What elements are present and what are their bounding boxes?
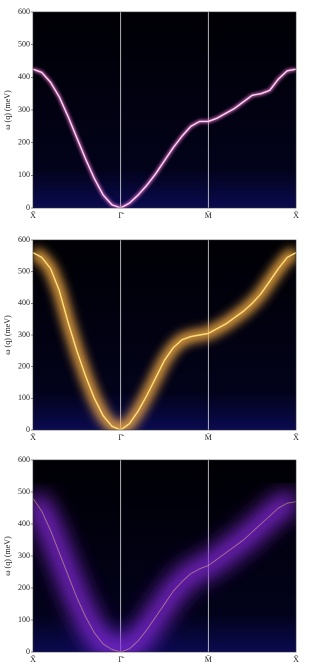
y-tick-label: 600 — [18, 235, 30, 244]
y-tick-label: 500 — [18, 487, 30, 496]
plot-frame — [32, 239, 297, 431]
y-tick-label: 400 — [18, 72, 30, 81]
y-tick-label: 300 — [18, 551, 30, 560]
y-tick-label: 300 — [18, 105, 30, 114]
y-tick-label: 0 — [26, 425, 30, 434]
x-tick-label: X̄ — [293, 655, 299, 664]
x-tick-label: X̄ — [30, 655, 36, 664]
y-tick-label: 100 — [18, 393, 30, 402]
spectral-line — [33, 498, 296, 652]
y-tick-label: 200 — [18, 583, 30, 592]
x-tick-label: M̄ — [205, 655, 212, 664]
plot-background — [33, 12, 296, 208]
spectral-line — [33, 68, 296, 208]
x-tick-label: X̄ — [293, 433, 299, 442]
x-tick-label: Γ̄ — [118, 433, 125, 442]
y-tick-label: 600 — [18, 7, 30, 16]
y-tick-label: 100 — [18, 170, 30, 179]
y-tick-label: 0 — [26, 203, 30, 212]
x-tick-label: M̄ — [205, 211, 212, 220]
x-tick-label: M̄ — [205, 433, 212, 442]
y-tick-label: 0 — [26, 647, 30, 656]
x-tick-label: X̄ — [30, 433, 36, 442]
x-tick-label: X̄ — [293, 211, 299, 220]
x-tick-label: Γ̄ — [118, 211, 125, 220]
plot-frame — [32, 459, 297, 653]
y-tick-label: 400 — [18, 519, 30, 528]
y-tick-label: 200 — [18, 361, 30, 370]
y-tick-label: 300 — [18, 330, 30, 339]
spectral-line — [33, 252, 296, 430]
y-tick-label: 100 — [18, 615, 30, 624]
y-axis-label: ω (q) (meV) — [3, 90, 12, 130]
x-tick-label: X̄ — [30, 211, 36, 220]
y-tick-label: 600 — [18, 455, 30, 464]
y-tick-label: 500 — [18, 39, 30, 48]
x-tick-label: Γ̄ — [118, 655, 125, 664]
plot-frame — [32, 11, 297, 209]
y-tick-label: 500 — [18, 266, 30, 275]
y-axis-label: ω (q) (meV) — [3, 536, 12, 576]
y-tick-label: 200 — [18, 137, 30, 146]
y-tick-label: 400 — [18, 298, 30, 307]
y-axis-label: ω (q) (meV) — [3, 315, 12, 355]
